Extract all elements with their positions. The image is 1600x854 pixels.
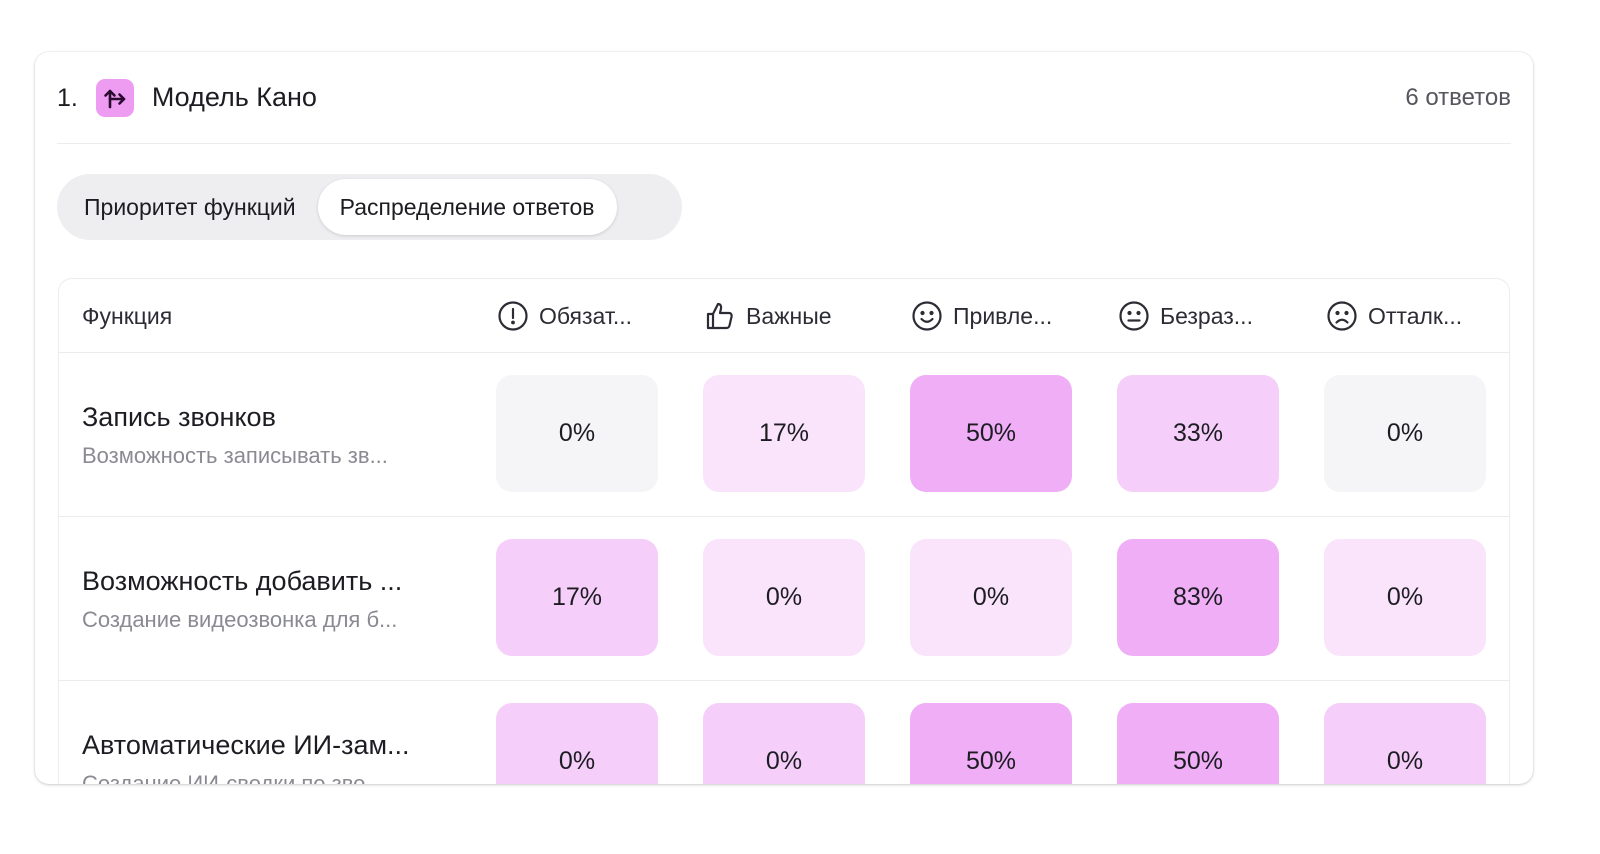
- table-row: Запись звонков Возможность записывать зв…: [59, 353, 1509, 517]
- distribution-table: Функция Обязат... Важные: [58, 278, 1510, 784]
- function-title: Запись звонков: [82, 401, 276, 432]
- question-header: 1. Модель Кано 6 ответов: [57, 52, 1511, 144]
- percent-cell: 50%: [910, 703, 1072, 784]
- alert-circle-icon: [498, 301, 528, 331]
- function-description: Возможность записывать зв...: [82, 442, 388, 468]
- percent-cell: 33%: [1117, 375, 1279, 492]
- question-number: 1.: [57, 84, 78, 112]
- percent-cell: 0%: [496, 375, 658, 492]
- view-switcher: Приоритет функций Распределение ответов: [57, 174, 682, 240]
- percent-cell: 0%: [1324, 539, 1486, 656]
- percent-cell: 0%: [703, 539, 865, 656]
- tab-response-distribution[interactable]: Распределение ответов: [317, 179, 617, 235]
- percent-cell: 0%: [703, 703, 865, 784]
- percent-cell: 17%: [703, 375, 865, 492]
- question-title: Модель Кано: [151, 82, 317, 112]
- column-label: Отталк...: [1368, 302, 1463, 329]
- column-header-important[interactable]: Важные: [704, 279, 832, 353]
- frown-icon: [1327, 301, 1357, 331]
- response-count: 6 ответов: [1405, 83, 1511, 111]
- percent-cell: 83%: [1117, 539, 1279, 656]
- percent-cell: 50%: [910, 375, 1072, 492]
- function-cell: Возможность добавить ... Создание видеоз…: [82, 517, 462, 681]
- function-description: Создание ИИ-сводки по зво...: [82, 770, 384, 785]
- column-label: Обязат...: [539, 302, 632, 329]
- smile-icon: [912, 301, 942, 331]
- percent-cell: 0%: [1324, 703, 1486, 784]
- percent-cell: 50%: [1117, 703, 1279, 784]
- table-row: Автоматические ИИ-зам... Создание ИИ-сво…: [59, 681, 1509, 784]
- table-row: Возможность добавить ... Создание видеоз…: [59, 517, 1509, 681]
- column-header-reverse[interactable]: Отталк...: [1326, 279, 1462, 353]
- kano-model-icon: [95, 78, 134, 117]
- function-title: Возможность добавить ...: [82, 565, 403, 596]
- percent-cell: 17%: [496, 539, 658, 656]
- function-cell: Запись звонков Возможность записывать зв…: [82, 353, 462, 517]
- table-header: Функция Обязат... Важные: [59, 279, 1509, 353]
- function-cell: Автоматические ИИ-зам... Создание ИИ-сво…: [82, 681, 462, 785]
- function-title: Автоматические ИИ-зам...: [82, 729, 410, 760]
- column-header-indifferent[interactable]: Безраз...: [1118, 279, 1253, 353]
- kano-question-card: 1. Модель Кано 6 ответов Приоритет функц…: [35, 52, 1533, 784]
- tab-feature-priority[interactable]: Приоритет функций: [84, 193, 296, 220]
- column-label: Привле...: [953, 302, 1053, 329]
- percent-cell: 0%: [496, 703, 658, 784]
- column-header-must-be[interactable]: Обязат...: [497, 279, 632, 353]
- percent-cell: 0%: [1324, 375, 1486, 492]
- thumbs-up-icon: [706, 302, 733, 330]
- column-label: Безраз...: [1160, 302, 1253, 329]
- column-label: Важные: [746, 302, 832, 329]
- percent-cell: 0%: [910, 539, 1072, 656]
- neutral-face-icon: [1119, 301, 1149, 331]
- column-header-attractive[interactable]: Привле...: [911, 279, 1052, 353]
- function-column-header: Функция: [82, 302, 173, 329]
- function-description: Создание видеозвонка для б...: [82, 606, 398, 632]
